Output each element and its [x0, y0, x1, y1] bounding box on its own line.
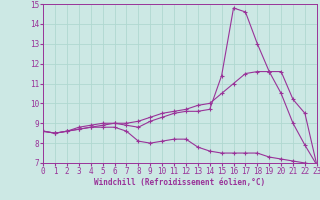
X-axis label: Windchill (Refroidissement éolien,°C): Windchill (Refroidissement éolien,°C) [94, 178, 266, 187]
